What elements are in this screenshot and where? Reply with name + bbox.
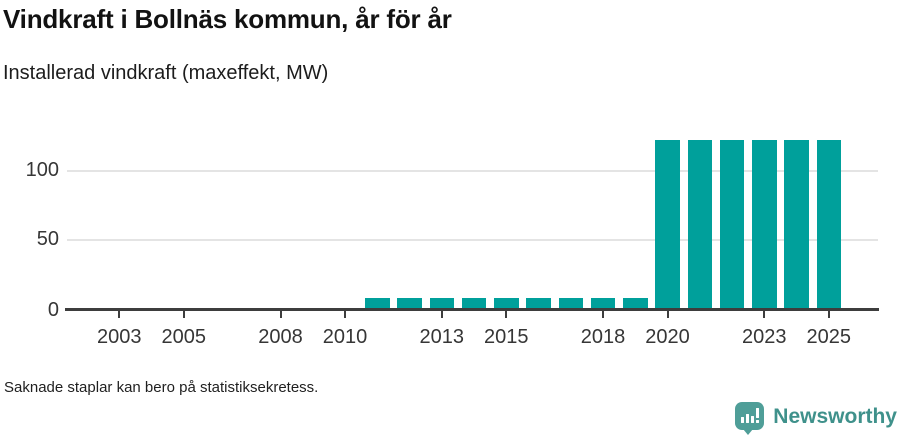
x-axis-label-2015: 2015 — [484, 326, 529, 348]
x-axis-tick-2003 — [118, 311, 121, 318]
chart-title: Vindkraft i Bollnäs kommun, år för år — [3, 4, 452, 34]
bar-2017 — [558, 298, 583, 308]
newsworthy-wordmark: Newsworthy — [773, 404, 897, 428]
newsworthy-branding[interactable]: Newsworthy — [735, 402, 897, 435]
bar-2011 — [365, 298, 390, 308]
x-axis-label-2023: 2023 — [742, 326, 787, 348]
x-axis-tick-2013 — [440, 311, 443, 318]
x-axis-tick-2018 — [602, 311, 604, 318]
x-axis-tick-2010 — [344, 311, 346, 318]
bar-2020 — [655, 139, 680, 308]
bar-2022 — [719, 139, 745, 308]
bar-2019 — [623, 298, 648, 308]
gridline-100 — [67, 170, 878, 172]
bar-2023 — [752, 139, 777, 308]
bar-2025 — [816, 139, 841, 308]
x-axis-label-2010: 2010 — [322, 326, 368, 348]
x-axis-line — [65, 308, 879, 311]
bar-2021 — [687, 139, 712, 308]
x-axis-label-2003: 2003 — [97, 326, 142, 348]
x-axis-tick-2023 — [763, 311, 766, 318]
y-axis-label-0: 0 — [47, 298, 59, 321]
x-axis-tick-2008 — [279, 311, 282, 318]
bar-2015 — [494, 298, 519, 308]
x-axis-label-2008: 2008 — [258, 326, 303, 348]
bar-2013 — [429, 298, 454, 308]
x-axis-label-2025: 2025 — [806, 326, 852, 348]
gridline-50 — [67, 239, 878, 241]
newsworthy-logo-icon — [735, 402, 765, 435]
bar-2018 — [590, 298, 616, 308]
x-axis-tick-2015 — [505, 311, 508, 318]
y-axis-label-100: 100 — [25, 159, 59, 181]
x-axis-label-2005: 2005 — [161, 326, 207, 348]
bar-2024 — [784, 139, 809, 308]
x-axis-tick-2005 — [182, 311, 185, 318]
x-axis-label-2018: 2018 — [580, 326, 626, 348]
footnote: Saknade staplar kan bero på statistiksek… — [4, 379, 319, 396]
bar-2012 — [397, 298, 422, 308]
y-axis-label-50: 50 — [36, 228, 59, 250]
chart-subtitle: Installerad vindkraft (maxeffekt, MW) — [3, 62, 329, 84]
x-axis-tick-2025 — [827, 311, 830, 318]
x-axis-label-2020: 2020 — [645, 326, 690, 348]
bar-2016 — [526, 298, 551, 308]
bar-2014 — [461, 298, 487, 308]
x-axis-tick-2020 — [666, 311, 669, 318]
x-axis-label-2013: 2013 — [419, 326, 465, 348]
